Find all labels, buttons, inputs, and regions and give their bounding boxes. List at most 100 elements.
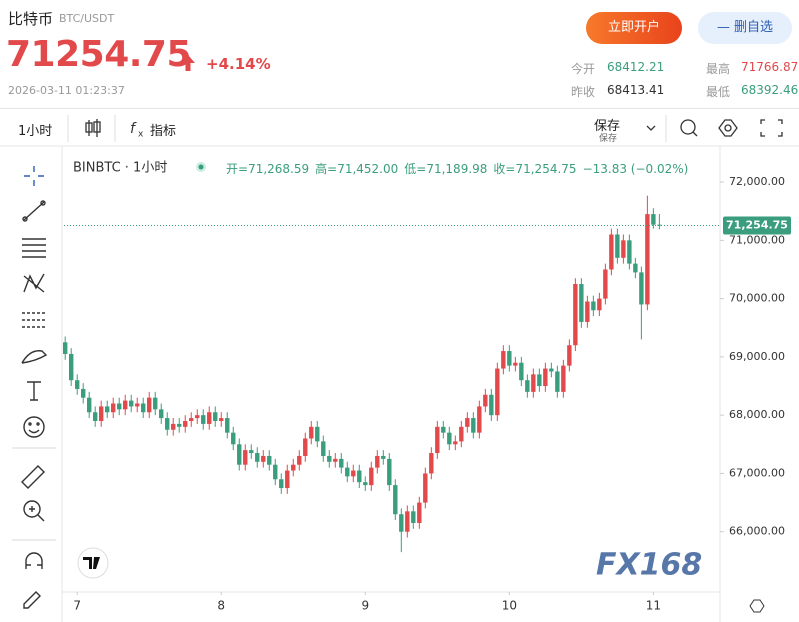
candle-body xyxy=(183,420,188,427)
candle-body xyxy=(81,388,86,398)
candle-body xyxy=(321,441,326,456)
candle-body xyxy=(441,426,446,433)
candle-body xyxy=(63,342,68,354)
candles xyxy=(63,195,662,553)
candle-body xyxy=(225,418,230,433)
candle-body xyxy=(633,263,638,273)
candle-body xyxy=(255,453,260,462)
candle-body xyxy=(135,403,140,407)
asset-pair: BTC/USDT xyxy=(59,12,115,25)
candle-body xyxy=(309,426,314,439)
ohlc-legend: 开=71,268.59 高=71,452.00 低=71,189.98 收=71,25… xyxy=(226,160,694,177)
candle-body xyxy=(261,455,266,462)
candle-body xyxy=(351,470,356,477)
y-tick-label: 67,000.00 xyxy=(729,466,785,479)
candle-body xyxy=(237,444,242,465)
svg-text:f: f xyxy=(130,121,137,137)
candle-body xyxy=(507,351,512,366)
candle-body xyxy=(489,394,494,416)
candle-body xyxy=(567,345,572,366)
ohlc-item: 收=71,254.75 xyxy=(493,162,577,176)
drawing-tools[interactable] xyxy=(12,166,56,609)
stat-label: 今开 xyxy=(571,62,596,76)
candle-body xyxy=(399,514,404,532)
candle-body xyxy=(207,412,212,424)
y-tick-label: 66,000.00 xyxy=(729,525,785,538)
candle-body xyxy=(381,455,386,459)
candle-body xyxy=(129,400,134,407)
divider xyxy=(0,108,799,109)
candle-body xyxy=(315,426,320,442)
candle-body xyxy=(495,368,500,416)
candle-body xyxy=(387,458,392,486)
candle-body xyxy=(375,455,380,468)
candle-body xyxy=(579,284,584,322)
candle-body xyxy=(513,362,518,366)
candle-body xyxy=(171,423,176,430)
settings-icon[interactable] xyxy=(749,599,765,613)
candle-body xyxy=(87,397,92,413)
last-price: 71254.75 xyxy=(6,34,192,75)
ohlc-item: 高=71,452.00 xyxy=(315,162,399,176)
candle-body xyxy=(69,353,74,381)
candle-body xyxy=(477,406,482,433)
candle-body xyxy=(75,380,80,389)
candle-body xyxy=(165,418,170,430)
change-percent: +4.14% xyxy=(206,55,271,73)
last-price-label: 71,254.75 xyxy=(726,218,788,231)
candle-body xyxy=(555,371,560,392)
candle-body xyxy=(99,406,104,421)
candle-body xyxy=(249,450,254,454)
candle-body xyxy=(243,450,248,465)
candle-body xyxy=(219,418,224,421)
candle-body xyxy=(645,214,650,305)
y-tick-label: 70,000.00 xyxy=(729,292,785,305)
candle-body xyxy=(195,415,200,419)
candle-body xyxy=(405,511,410,532)
interval-button[interactable]: 1小时 xyxy=(18,124,53,139)
up-arrow xyxy=(181,55,195,71)
candle-body xyxy=(417,502,422,523)
save-sub: 保存 xyxy=(599,134,618,144)
timestamp: 2026-03-11 01:23:37 xyxy=(8,84,125,97)
candle-body xyxy=(369,467,374,486)
x-tick-label: 11 xyxy=(646,599,661,613)
candle-body xyxy=(423,473,428,503)
candle-body xyxy=(603,269,608,299)
candle-body xyxy=(501,351,506,369)
ohlc-item: 开=71,268.59 xyxy=(226,162,310,176)
candle-body xyxy=(345,467,350,477)
candle-body xyxy=(159,409,164,419)
candle-body xyxy=(543,368,548,387)
candle-body xyxy=(273,464,278,480)
candle-body xyxy=(93,412,98,421)
ohlc-item: −13.83 (−0.02%) xyxy=(582,162,689,176)
save-button[interactable]: 保存 xyxy=(594,119,621,134)
candle-body xyxy=(657,224,662,226)
candle-body xyxy=(339,458,344,468)
candle-body xyxy=(573,284,578,346)
candle-body xyxy=(651,214,656,225)
candle-body xyxy=(105,406,110,413)
candle-body xyxy=(267,455,272,465)
candle-body xyxy=(471,418,476,433)
candle-body xyxy=(615,234,620,258)
candle-body xyxy=(111,403,116,413)
candle-body xyxy=(297,455,302,465)
y-tick-label: 71,000.00 xyxy=(729,233,785,246)
open-account-button[interactable]: 立即开户 xyxy=(586,12,682,44)
ohlc-item: 低=71,189.98 xyxy=(404,162,488,176)
candle-body xyxy=(147,397,152,413)
tradingview-logo xyxy=(77,547,109,579)
stat-value: 71766.87 xyxy=(741,60,799,74)
stat-value: 68412.21 xyxy=(607,60,665,74)
indicators-button[interactable]: 指标 xyxy=(150,124,177,139)
candle-body xyxy=(519,362,524,381)
y-tick-label: 69,000.00 xyxy=(729,350,785,363)
remove-watch-button[interactable]: — 删自选 xyxy=(698,12,792,44)
last-price-box xyxy=(723,216,791,235)
candle-body xyxy=(429,453,434,474)
y-tick-label: 68,000.00 xyxy=(729,408,785,421)
